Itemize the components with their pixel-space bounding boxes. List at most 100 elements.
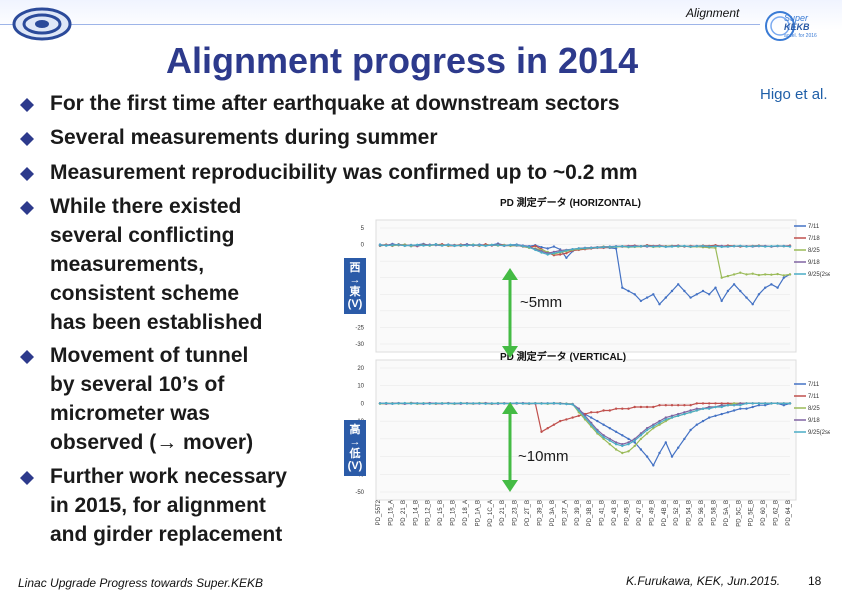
data-point [633,444,636,448]
data-point [521,245,525,248]
data-point [751,303,754,306]
data-point [695,409,698,412]
data-point [689,428,692,432]
data-point [732,283,736,286]
bullet-diamond-icon [20,167,34,181]
data-point [509,243,512,247]
bullet-text: by several 10’s of [50,373,225,396]
data-point [776,272,779,276]
data-point [577,414,580,417]
y-tick-label: -30 [355,342,364,348]
data-point [546,427,549,430]
bullet-text: observed (→ mover) [50,431,254,454]
legend-label: 9/25(2sec) [808,272,830,278]
bullet-diamond-icon [20,350,34,364]
x-tick-label: PD_54_B [687,500,693,526]
data-point [714,402,717,405]
data-point [757,273,761,277]
data-point [751,402,754,405]
data-point [645,244,649,248]
data-point [614,430,618,433]
data-point [751,405,754,409]
data-point [527,402,531,405]
plot-area [375,219,797,353]
data-point [714,414,717,417]
data-point [726,402,730,405]
data-point [664,416,667,419]
data-point [658,451,661,455]
data-point [782,245,785,248]
data-point [621,245,624,248]
data-point [546,247,549,250]
data-point [565,402,568,406]
data-point [645,405,649,409]
data-point [565,252,568,255]
data-point [770,402,773,405]
data-point [571,403,574,406]
horizontal-span-arrow [502,268,518,358]
x-tick-label: PD_4B_B [662,500,668,526]
data-point [714,246,717,250]
data-point [633,405,636,409]
data-point [596,411,599,414]
data-point [608,427,611,430]
legend-label: 7/11 [808,394,820,400]
data-point [652,427,655,430]
data-point [788,273,792,276]
x-tick-label: PD_15_B [438,500,444,526]
x-tick-label: PD_21_B [500,500,506,526]
data-point [739,244,742,248]
data-point [726,274,730,278]
bullet-diamond-icon [20,471,34,485]
x-tick-label: PD_5C_B [736,500,742,527]
data-point [732,245,736,248]
data-point [701,289,705,293]
logo-kekb-text: KEKB [784,22,810,32]
data-point [627,441,630,444]
data-point [726,245,730,248]
data-point [633,293,636,296]
data-point [546,253,549,256]
data-point [782,402,785,405]
data-point [776,244,779,248]
data-point [621,451,624,455]
data-point [552,245,556,248]
data-point [639,405,643,409]
data-point [714,286,717,289]
data-point [621,286,624,289]
footer-talk-title: Linac Upgrade Progress towards Super.KEK… [18,576,264,590]
data-point [701,419,705,423]
data-point [658,303,661,306]
footer-author-date: K.Furukawa, KEK, Jun.2015. [626,574,781,588]
data-point [453,244,456,248]
data-point [732,409,736,412]
data-point [764,404,767,407]
data-point [484,244,487,248]
data-point [782,276,785,279]
data-point [552,423,556,426]
legend-label: 9/18 [808,418,820,424]
data-point [602,246,605,249]
data-point [397,243,400,246]
legend-label: 7/18 [808,236,820,242]
bullet-text: and girder replacement [50,523,283,546]
data-point [614,245,618,248]
data-point [608,409,611,412]
data-point [720,405,723,409]
data-point [645,432,649,435]
data-point [695,423,698,426]
data-point [521,402,525,405]
logo-super-text: Super [784,13,809,23]
data-point [627,437,630,441]
x-tick-label: PD_37_A [562,500,568,526]
data-point [782,404,785,407]
data-point [602,423,605,426]
data-point [757,402,761,405]
data-point [745,273,748,276]
data-point [540,251,543,254]
header-rule [0,24,760,25]
data-point [720,276,723,279]
data-point [695,293,698,296]
data-point [633,441,636,444]
data-point [645,455,649,458]
